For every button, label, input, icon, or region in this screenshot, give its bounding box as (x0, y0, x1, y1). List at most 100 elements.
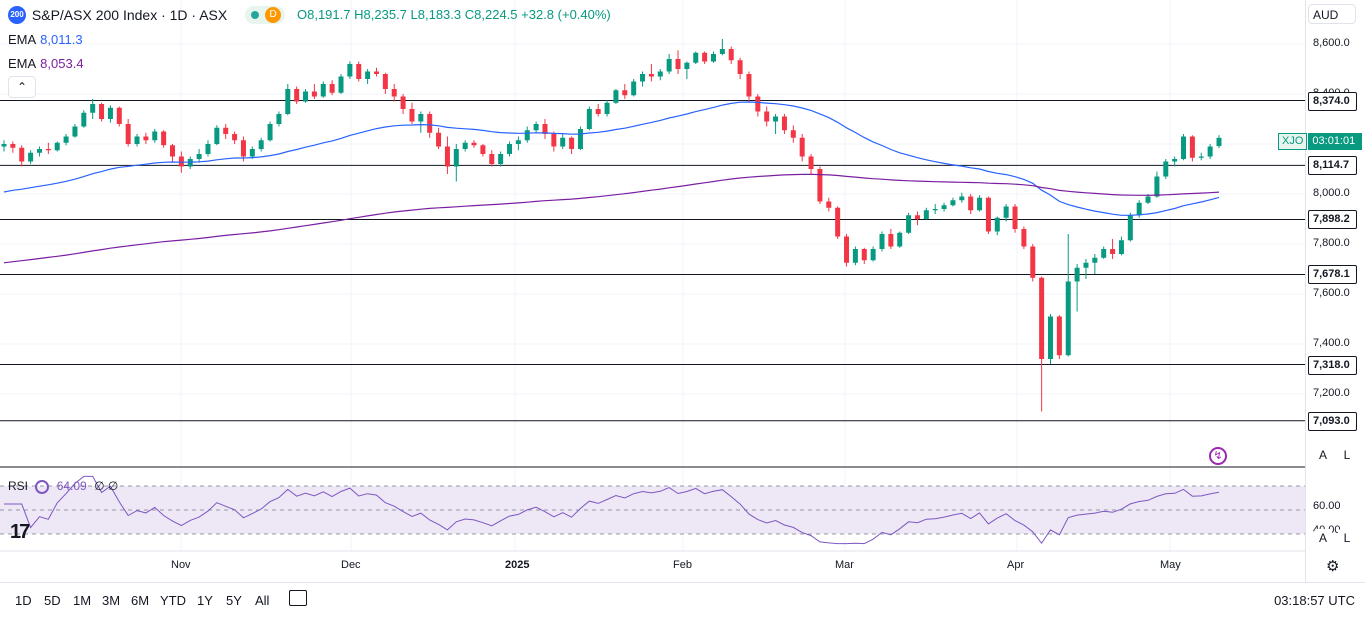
candle-body-118 (1047, 316, 1053, 359)
candle-body-18 (161, 131, 167, 146)
ema-slow-legend[interactable]: EMA 8,053.4 (8, 56, 84, 71)
candle-body-21 (187, 159, 193, 167)
symbol-price-tag: XJO 03:01:01 (1278, 131, 1363, 150)
timeframe-button[interactable]: All (255, 593, 270, 608)
candle-body-13 (116, 107, 122, 124)
price-chart[interactable] (0, 0, 1305, 582)
candle-body-41 (365, 71, 371, 79)
level-price-box: 8,374.0 (1308, 91, 1357, 111)
candle-body-116 (1030, 246, 1036, 278)
candle-body-97 (861, 249, 867, 261)
candle-body-2 (19, 147, 25, 162)
level-price-box: 7,093.0 (1308, 411, 1357, 431)
candle-body-101 (897, 232, 903, 247)
candle-body-96 (852, 249, 858, 263)
candle-body-33 (294, 89, 300, 102)
candle-body-45 (400, 96, 406, 109)
market-open-dot-icon (251, 11, 260, 20)
price-axis[interactable] (1305, 0, 1365, 582)
candles (1, 39, 1222, 412)
y-tick-label: 7,600.0 (1313, 287, 1350, 299)
candle-body-38 (338, 76, 344, 93)
lightning-icon[interactable]: ↯ (1209, 447, 1227, 465)
candle-body-98 (870, 249, 876, 261)
rsi-line (4, 475, 1220, 545)
candle-body-85 (755, 96, 761, 112)
candle-body-100 (888, 234, 894, 247)
rsi-value: 64.09 (56, 479, 87, 493)
candle-body-72 (640, 74, 646, 82)
candle-body-52 (462, 142, 468, 149)
candle-body-129 (1145, 196, 1151, 203)
y-tick-label: 7,200.0 (1313, 387, 1350, 399)
candle-body-7 (63, 136, 69, 143)
ema-fast-line (3, 101, 1220, 216)
x-tick-label: May (1160, 559, 1181, 571)
timeframe-button[interactable]: 3M (102, 593, 121, 608)
timeframe-button[interactable]: 5Y (226, 593, 242, 608)
candle-body-32 (285, 89, 291, 114)
candle-body-131 (1163, 161, 1169, 177)
tradingview-logo[interactable]: 17 (10, 521, 30, 543)
candle-body-114 (1012, 206, 1018, 229)
chart-title[interactable]: S&P/ASX 200 Index · 1D · ASX (31, 7, 228, 24)
candle-body-62 (551, 134, 557, 147)
date-range-calendar-icon[interactable] (289, 590, 307, 606)
candle-body-10 (90, 104, 96, 113)
timeframe-button[interactable]: YTD (160, 593, 186, 608)
auto-scale-button-rsi[interactable]: A (1314, 529, 1332, 547)
x-tick-label: Dec (341, 559, 361, 571)
high-value: H8,235.7 (354, 7, 407, 23)
candle-body-123 (1092, 257, 1098, 263)
candle-body-78 (693, 52, 699, 63)
data-delay-badge: D (265, 7, 282, 24)
log-scale-button-main[interactable]: L (1338, 446, 1356, 464)
log-scale-button-rsi[interactable]: L (1338, 529, 1356, 547)
collapse-legend-button[interactable]: ⌃ (8, 76, 36, 98)
timeframe-button[interactable]: 6M (131, 593, 150, 608)
candle-body-71 (631, 81, 637, 96)
rsi-settings-icon[interactable] (35, 479, 50, 494)
candle-body-94 (835, 207, 841, 237)
candle-body-93 (826, 201, 832, 208)
settings-gear-icon[interactable]: ⚙ (1326, 558, 1340, 575)
x-tick-label: Nov (171, 559, 191, 571)
candle-body-54 (480, 145, 486, 154)
x-tick-label: 2025 (505, 559, 530, 571)
open-value: O8,191.7 (297, 7, 351, 23)
candle-body-59 (524, 130, 530, 141)
candle-body-39 (347, 64, 353, 77)
candle-body-81 (719, 49, 725, 54)
ema-fast-legend[interactable]: EMA 8,011.3 (8, 32, 83, 47)
auto-scale-button-main[interactable]: A (1314, 446, 1332, 464)
ema-fast-label: EMA (8, 32, 37, 47)
rsi-legend[interactable]: RSI 64.09 ∅ ∅ (8, 479, 118, 494)
timeframe-button[interactable]: 5D (44, 593, 61, 608)
timeframe-button[interactable]: 1M (73, 593, 92, 608)
candle-body-57 (507, 144, 513, 154)
candle-body-19 (170, 145, 176, 157)
market-status-pill[interactable]: D (245, 6, 286, 25)
clock-time[interactable]: 03:18:57 UTC (1274, 593, 1355, 608)
candle-body-103 (914, 215, 920, 219)
rsi-extra: ∅ ∅ (94, 479, 119, 493)
candle-body-110 (977, 197, 983, 211)
timeframe-button[interactable]: 1Y (197, 593, 213, 608)
candle-body-20 (178, 156, 184, 167)
close-value: C8,224.5 (464, 7, 518, 23)
candle-body-106 (941, 205, 947, 209)
candle-body-107 (950, 200, 956, 206)
timeframe-button[interactable]: 1D (15, 593, 32, 608)
candle-body-36 (320, 84, 326, 97)
candle-body-137 (1216, 137, 1222, 147)
countdown-tag: 03:01:01 (1308, 133, 1363, 150)
currency-selector[interactable]: AUD (1308, 4, 1356, 24)
grid (0, 0, 1305, 551)
candle-body-53 (471, 142, 477, 146)
candle-body-102 (906, 215, 912, 233)
level-price-box: 8,114.7 (1308, 156, 1357, 176)
candle-body-128 (1136, 202, 1142, 216)
candle-body-15 (134, 136, 140, 144)
candle-body-86 (764, 111, 770, 122)
horizontal-levels (0, 100, 1305, 422)
